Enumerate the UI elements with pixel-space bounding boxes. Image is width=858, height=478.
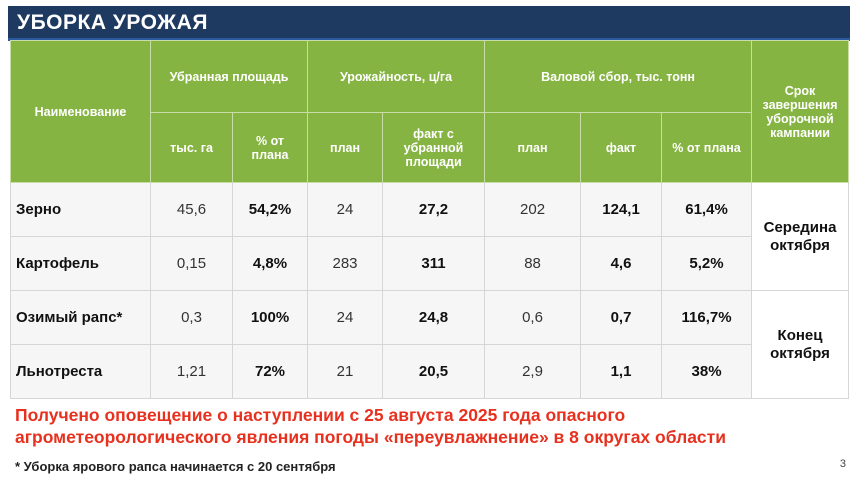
header-area-ha: тыс. га — [150, 112, 233, 183]
area-pct-cell: 100% — [231, 290, 309, 345]
title-bar: УБОРКА УРОЖАЯ — [8, 6, 850, 41]
gross-plan-cell: 88 — [484, 236, 582, 291]
header-gross-fact: факт — [580, 112, 663, 183]
area-pct-cell: 4,8% — [231, 236, 309, 291]
header-name: Наименование — [10, 40, 151, 183]
area-ha-cell: 45,6 — [150, 182, 233, 237]
header-term: Срок завершения уборочной кампании — [751, 40, 850, 183]
crop-name: Льнотреста — [10, 344, 151, 399]
header-yield-group: Урожайность, ц/га — [307, 40, 486, 113]
gross-plan-cell: 2,9 — [484, 344, 582, 399]
gross-plan-cell: 0,6 — [484, 290, 582, 345]
gross-fact-cell: 0,7 — [580, 290, 663, 345]
crop-name: Озимый рапс* — [10, 290, 151, 345]
header-area-group: Убранная площадь — [149, 40, 309, 113]
gross-pct-cell: 38% — [661, 344, 753, 399]
table-row: Зерно 45,6 54,2% 24 27,2 202 124,1 61,4%… — [10, 182, 850, 291]
gross-plan-cell: 202 — [484, 182, 582, 237]
page-title: УБОРКА УРОЖАЯ — [17, 11, 208, 34]
gross-fact-cell: 4,6 — [580, 236, 663, 291]
term-cell: Середина октября — [751, 182, 850, 291]
page-number: 3 — [839, 458, 846, 470]
area-pct-cell: 72% — [231, 344, 309, 399]
header-gross-plan: план — [484, 112, 582, 183]
footnote: * Уборка ярового рапса начинается с 20 с… — [15, 459, 336, 474]
area-ha-cell: 0,3 — [150, 290, 233, 345]
yield-plan-cell: 24 — [307, 182, 384, 237]
gross-pct-cell: 61,4% — [661, 182, 753, 237]
yield-fact-cell: 27,2 — [382, 182, 486, 237]
gross-pct-cell: 5,2% — [661, 236, 753, 291]
yield-plan-cell: 283 — [307, 236, 384, 291]
area-ha-cell: 0,15 — [150, 236, 233, 291]
crop-name: Зерно — [10, 182, 151, 237]
yield-fact-cell: 311 — [382, 236, 486, 291]
header-gross-group: Валовой сбор, тыс. тонн — [484, 40, 753, 113]
gross-pct-cell: 116,7% — [661, 290, 753, 345]
yield-fact-cell: 20,5 — [382, 344, 486, 399]
header-yield-fact: факт с убранной площади — [382, 112, 486, 183]
yield-plan-cell: 24 — [307, 290, 384, 345]
header-area-pct: % от плана — [231, 112, 309, 183]
yield-fact-cell: 24,8 — [382, 290, 486, 345]
area-pct-cell: 54,2% — [231, 182, 309, 237]
harvest-table: Наименование Убранная площадь Урожайност… — [10, 40, 850, 399]
header-gross-pct: % от плана — [661, 112, 753, 183]
crop-name: Картофель — [10, 236, 151, 291]
area-ha-cell: 1,21 — [150, 344, 233, 399]
term-cell: Конец октября — [751, 290, 850, 399]
yield-plan-cell: 21 — [307, 344, 384, 399]
table-row: Льнотреста 1,21 72% 21 20,5 2,9 1,1 38% — [10, 344, 849, 399]
weather-alert: Получено оповещение о наступлении с 25 а… — [15, 405, 726, 447]
header-yield-plan: план — [307, 112, 384, 183]
table-row: Озимый рапс* 0,3 100% 24 24,8 0,6 0,7 11… — [10, 290, 850, 399]
header-row-top: Наименование Убранная площадь Урожайност… — [10, 40, 850, 183]
table-row: Картофель 0,15 4,8% 283 311 88 4,6 5,2% — [10, 236, 849, 291]
header-row-sub: тыс. га % от плана план факт с убранной … — [11, 112, 849, 183]
gross-fact-cell: 1,1 — [580, 344, 663, 399]
gross-fact-cell: 124,1 — [580, 182, 663, 237]
